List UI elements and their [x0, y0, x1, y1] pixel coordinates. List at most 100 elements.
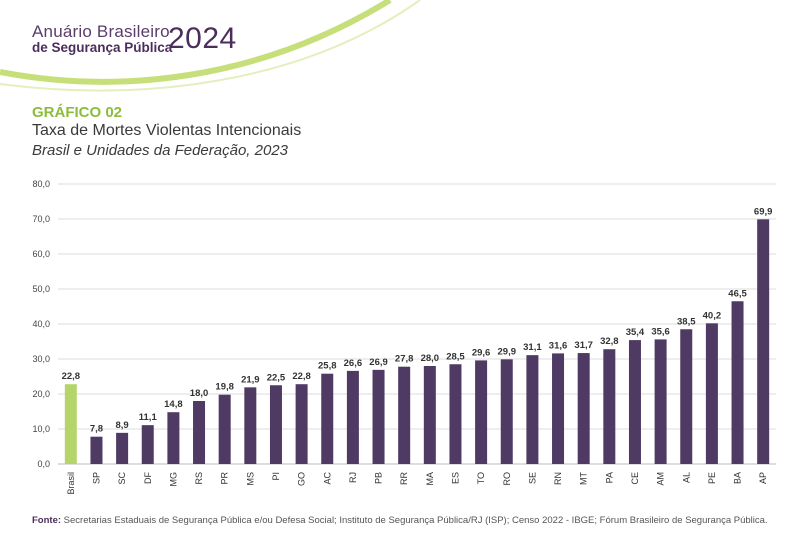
data-label: 27,8	[395, 354, 414, 365]
x-tick-label: DF	[143, 472, 153, 484]
brand-name-line2: de Segurança Pública	[32, 40, 173, 55]
data-label: 32,8	[600, 336, 619, 347]
data-label: 29,9	[498, 346, 517, 357]
data-label: 35,6	[651, 326, 670, 337]
header-swoosh	[0, 0, 421, 92]
data-label: 26,9	[369, 357, 388, 368]
x-tick-label: PE	[707, 472, 717, 484]
x-tick-label: SE	[527, 472, 537, 484]
data-label: 22,8	[62, 371, 81, 382]
data-label: 28,0	[421, 353, 440, 364]
x-tick-label: AP	[758, 472, 768, 484]
y-tick-label: 10,0	[32, 424, 50, 434]
x-tick-label: RS	[194, 472, 204, 485]
brand-year: 2024	[168, 22, 237, 55]
bar-rs	[193, 401, 206, 464]
bar-ap	[757, 219, 770, 464]
x-tick-label: AM	[656, 472, 666, 486]
bar-pr	[218, 394, 231, 464]
data-label: 35,4	[626, 327, 645, 338]
data-label: 21,9	[241, 374, 260, 385]
bar-brasil	[64, 384, 77, 464]
data-label: 31,1	[523, 342, 542, 353]
bar-df	[141, 425, 154, 464]
x-tick-label: MA	[425, 472, 435, 486]
x-tick-label: RR	[399, 472, 409, 485]
data-label: 25,8	[318, 361, 337, 372]
data-label: 29,6	[472, 347, 491, 358]
data-label: 8,9	[115, 420, 128, 431]
x-tick-label: RO	[502, 472, 512, 486]
x-tick-label: TO	[476, 472, 486, 484]
x-tick-label: ES	[450, 472, 460, 484]
x-tick-label: MS	[245, 472, 255, 486]
x-tick-label: GO	[297, 472, 307, 486]
y-tick-label: 80,0	[32, 179, 50, 189]
x-tick-label: MT	[579, 472, 589, 485]
x-tick-label: PR	[220, 472, 230, 485]
y-tick-label: 70,0	[32, 214, 50, 224]
data-label: 26,6	[344, 358, 363, 369]
y-tick-label: 40,0	[32, 319, 50, 329]
data-label: 19,8	[215, 382, 234, 393]
source-text: Secretarias Estaduais de Segurança Públi…	[63, 515, 768, 526]
data-label: 7,8	[90, 424, 103, 435]
bar-sc	[116, 432, 129, 464]
y-tick-label: 0,0	[37, 459, 50, 469]
x-tick-label: SC	[117, 472, 127, 485]
data-label: 22,8	[292, 371, 311, 382]
data-label: 14,8	[164, 399, 183, 410]
data-label: 46,5	[728, 288, 747, 299]
bar-am	[654, 339, 667, 464]
source-note: Fonte: Secretarias Estaduais de Seguranç…	[32, 515, 768, 526]
x-tick-label: PI	[271, 472, 281, 481]
source-label: Fonte:	[32, 515, 62, 526]
bar-pi	[269, 385, 282, 464]
bar-chart: 0,0 10,0 20,0 30,0 40,0 50,0 60,0 70,0 80,0 22,8 B…	[32, 179, 776, 495]
data-label: 69,9	[754, 206, 773, 217]
bar-ro	[500, 359, 513, 464]
bar-se	[526, 355, 539, 464]
data-label: 31,6	[549, 340, 568, 351]
bar-rn	[552, 353, 565, 464]
bar-ma	[423, 366, 436, 464]
bar-al	[680, 329, 693, 464]
data-label: 31,7	[574, 340, 593, 351]
data-label: 22,5	[267, 372, 286, 383]
x-tick-label: BA	[733, 472, 743, 484]
x-tick-label: MG	[168, 472, 178, 487]
x-tick-label: RJ	[348, 472, 358, 483]
bar-ac	[321, 373, 334, 464]
chart-number-label: GRÁFICO 02	[32, 104, 123, 121]
chart-subtitle: Brasil e Unidades da Federação, 2023	[32, 142, 288, 159]
data-label: 38,5	[677, 316, 696, 327]
bar-mg	[167, 412, 180, 464]
bar-to	[475, 360, 488, 464]
data-label: 11,1	[139, 412, 158, 423]
bar-ba	[731, 301, 744, 464]
bar-es	[449, 364, 462, 464]
x-tick-label: CE	[630, 472, 640, 485]
y-tick-label: 60,0	[32, 249, 50, 259]
data-label: 40,2	[703, 310, 722, 321]
bar-pb	[372, 369, 385, 464]
x-tick-label: RN	[553, 472, 563, 485]
bar-pe	[705, 323, 718, 464]
bar-mt	[577, 353, 590, 464]
x-tick-label: AL	[681, 472, 691, 483]
bar-go	[295, 384, 308, 464]
chart-title: Taxa de Mortes Violentas Intencionais	[32, 122, 302, 139]
data-label: 18,0	[190, 388, 209, 399]
x-tick-label: PB	[374, 472, 384, 484]
data-label: 28,5	[446, 351, 465, 362]
bar-rr	[398, 366, 411, 464]
bar-rj	[346, 370, 359, 464]
y-tick-label: 50,0	[32, 284, 50, 294]
x-tick-label: AC	[322, 472, 332, 485]
x-tick-label: PA	[604, 472, 614, 483]
bar-ce	[628, 340, 641, 464]
brand-name-line1: Anuário Brasileiro	[32, 22, 170, 41]
bar-sp	[90, 436, 103, 464]
bar-pa	[603, 349, 616, 464]
y-tick-label: 30,0	[32, 354, 50, 364]
